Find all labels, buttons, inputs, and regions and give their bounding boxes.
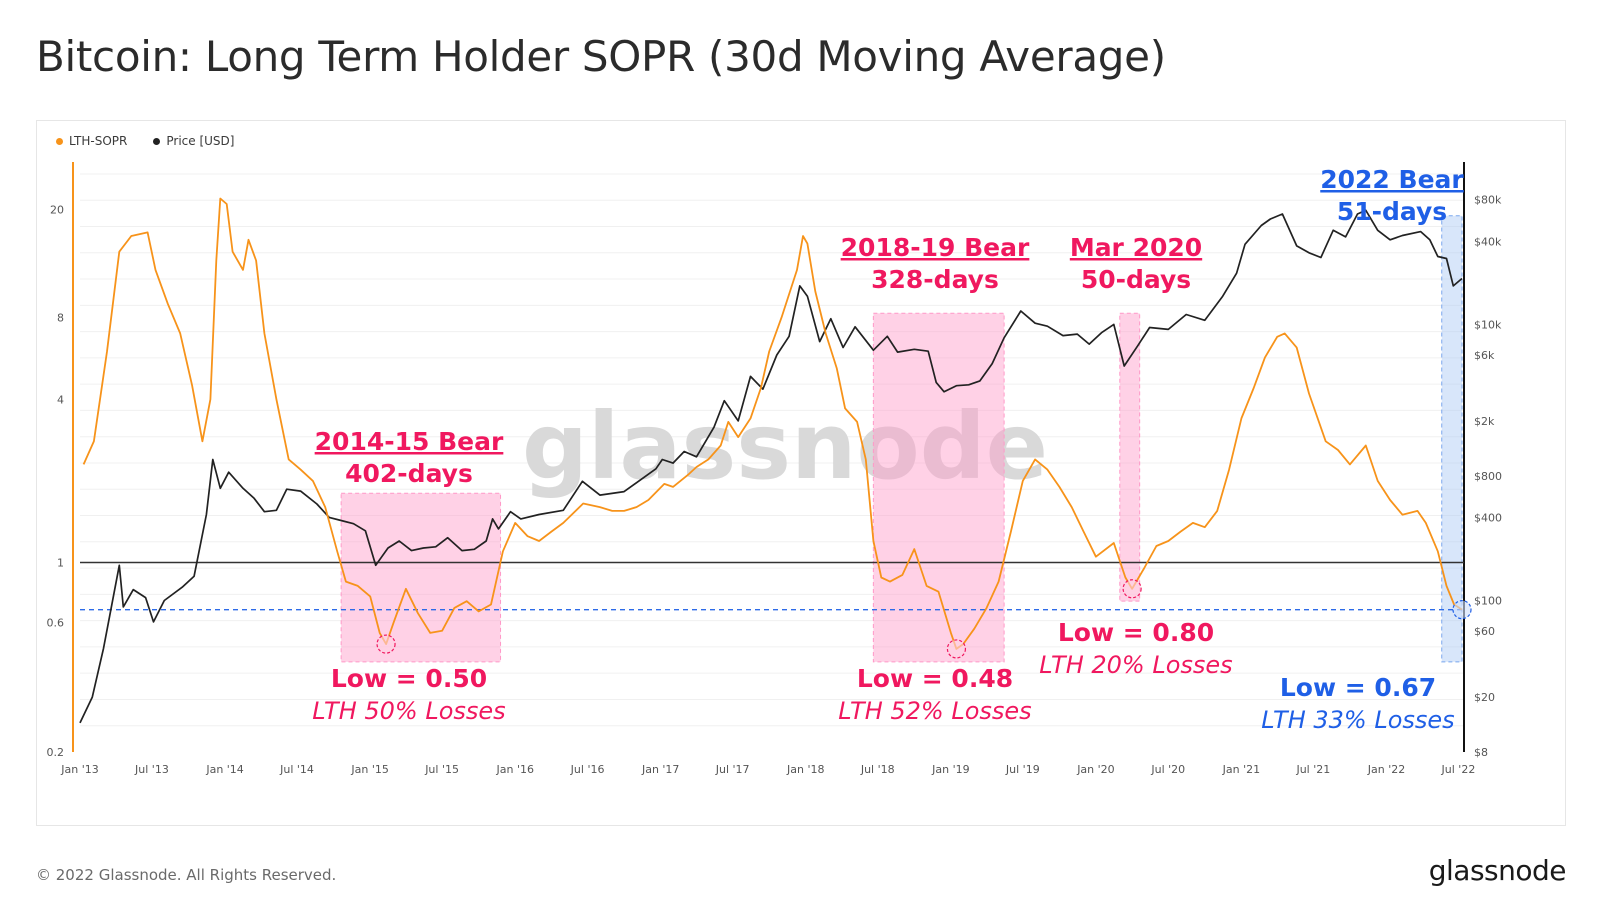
x-tick-label: Jul '15 — [424, 763, 459, 776]
low-marker-2 — [1122, 579, 1142, 599]
annotation-losses-3: LTH 33% Losses — [1261, 706, 1454, 734]
annotation-title-0-1: 402-days — [345, 459, 473, 488]
x-tick-label: Jul '22 — [1441, 763, 1476, 776]
x-tick-label: Jul '21 — [1295, 763, 1330, 776]
annotation-losses-1: LTH 52% Losses — [838, 697, 1031, 725]
y-right-tick-label: $20 — [1474, 691, 1495, 704]
footer-copyright: © 2022 Glassnode. All Rights Reserved. — [36, 866, 337, 884]
y-right-tick-label: $400 — [1474, 511, 1502, 524]
y-right-tick-label: $800 — [1474, 470, 1502, 483]
annotation-title-1-0: 2018-19 Bear — [841, 233, 1030, 262]
low-marker-1 — [946, 639, 967, 659]
low-marker-3 — [1452, 600, 1472, 620]
x-tick-label: Jul '16 — [570, 763, 605, 776]
x-tick-label: Jul '17 — [715, 763, 750, 776]
shaded-period-2 — [1119, 312, 1141, 602]
annotation-title-2-0: Mar 2020 — [1070, 233, 1202, 262]
x-tick-label: Jan '18 — [786, 763, 824, 776]
x-tick-label: Jul '13 — [134, 763, 169, 776]
y-right-tick-label: $60 — [1474, 625, 1495, 638]
x-tick-label: Jan '15 — [350, 763, 388, 776]
x-tick-label: Jan '21 — [1222, 763, 1260, 776]
shaded-period-0 — [340, 492, 502, 663]
y-right-tick-label: $8 — [1474, 746, 1488, 759]
x-tick-label: Jan '14 — [205, 763, 243, 776]
annotation-title-3-1: 51-days — [1337, 197, 1447, 226]
annotation-losses-0: LTH 50% Losses — [312, 697, 505, 725]
x-tick-label: Jul '18 — [860, 763, 895, 776]
legend-label-price: Price [USD] — [166, 134, 235, 148]
legend-item-price[interactable]: Price [USD] — [153, 134, 234, 148]
x-tick-label: Jan '13 — [60, 763, 98, 776]
y-left-tick-label: 1 — [57, 556, 64, 569]
x-tick-label: Jan '20 — [1076, 763, 1114, 776]
y-left-tick-label: 4 — [57, 393, 64, 406]
shaded-period-3 — [1441, 215, 1463, 663]
y-right-tick-label: $80k — [1474, 194, 1502, 207]
legend-dot-sopr — [56, 137, 63, 145]
y-left-tick-label: 0.2 — [47, 746, 65, 759]
low-marker-0 — [376, 634, 396, 654]
y-left-tick-label: 8 — [57, 312, 64, 325]
footer-logo: glassnode — [1428, 854, 1567, 887]
legend-label-sopr: LTH-SOPR — [69, 134, 128, 148]
y-left-tick-label: 0.6 — [47, 617, 65, 630]
x-tick-label: Jan '19 — [931, 763, 969, 776]
x-tick-label: Jan '16 — [495, 763, 533, 776]
annotation-low-0: Low = 0.50 — [331, 664, 487, 693]
x-tick-label: Jul '19 — [1005, 763, 1040, 776]
page-title: Bitcoin: Long Term Holder SOPR (30d Movi… — [36, 32, 1166, 81]
x-tick-label: Jan '17 — [641, 763, 679, 776]
annotation-title-1-1: 328-days — [871, 265, 999, 294]
annotation-low-1: Low = 0.48 — [857, 664, 1013, 693]
legend-dot-price — [153, 137, 161, 145]
annotation-title-3-0: 2022 Bear — [1320, 165, 1464, 194]
y-right-tick-label: $6k — [1474, 349, 1495, 362]
chart-frame — [36, 120, 1566, 826]
x-tick-label: Jul '14 — [279, 763, 314, 776]
shaded-period-1 — [872, 312, 1005, 663]
watermark: glassnode — [522, 393, 1048, 500]
annotation-title-0-0: 2014-15 Bear — [315, 427, 504, 456]
x-tick-label: Jan '22 — [1367, 763, 1405, 776]
series-line-lth-sopr — [82, 197, 1463, 650]
y-right-tick-label: $100 — [1474, 595, 1502, 608]
annotation-title-2-1: 50-days — [1081, 265, 1191, 294]
annotation-low-2: Low = 0.80 — [1058, 618, 1214, 647]
annotation-low-3: Low = 0.67 — [1280, 673, 1436, 702]
annotation-losses-2: LTH 20% Losses — [1039, 651, 1232, 679]
legend-item-sopr[interactable]: LTH-SOPR — [56, 134, 127, 148]
y-left-tick-label: 20 — [50, 204, 64, 217]
y-right-tick-label: $40k — [1474, 235, 1502, 248]
y-right-tick-label: $2k — [1474, 415, 1495, 428]
x-tick-label: Jul '20 — [1150, 763, 1185, 776]
chart-legend: LTH-SOPR Price [USD] — [56, 134, 234, 148]
y-right-tick-label: $10k — [1474, 318, 1502, 331]
series-line-price — [79, 209, 1463, 724]
